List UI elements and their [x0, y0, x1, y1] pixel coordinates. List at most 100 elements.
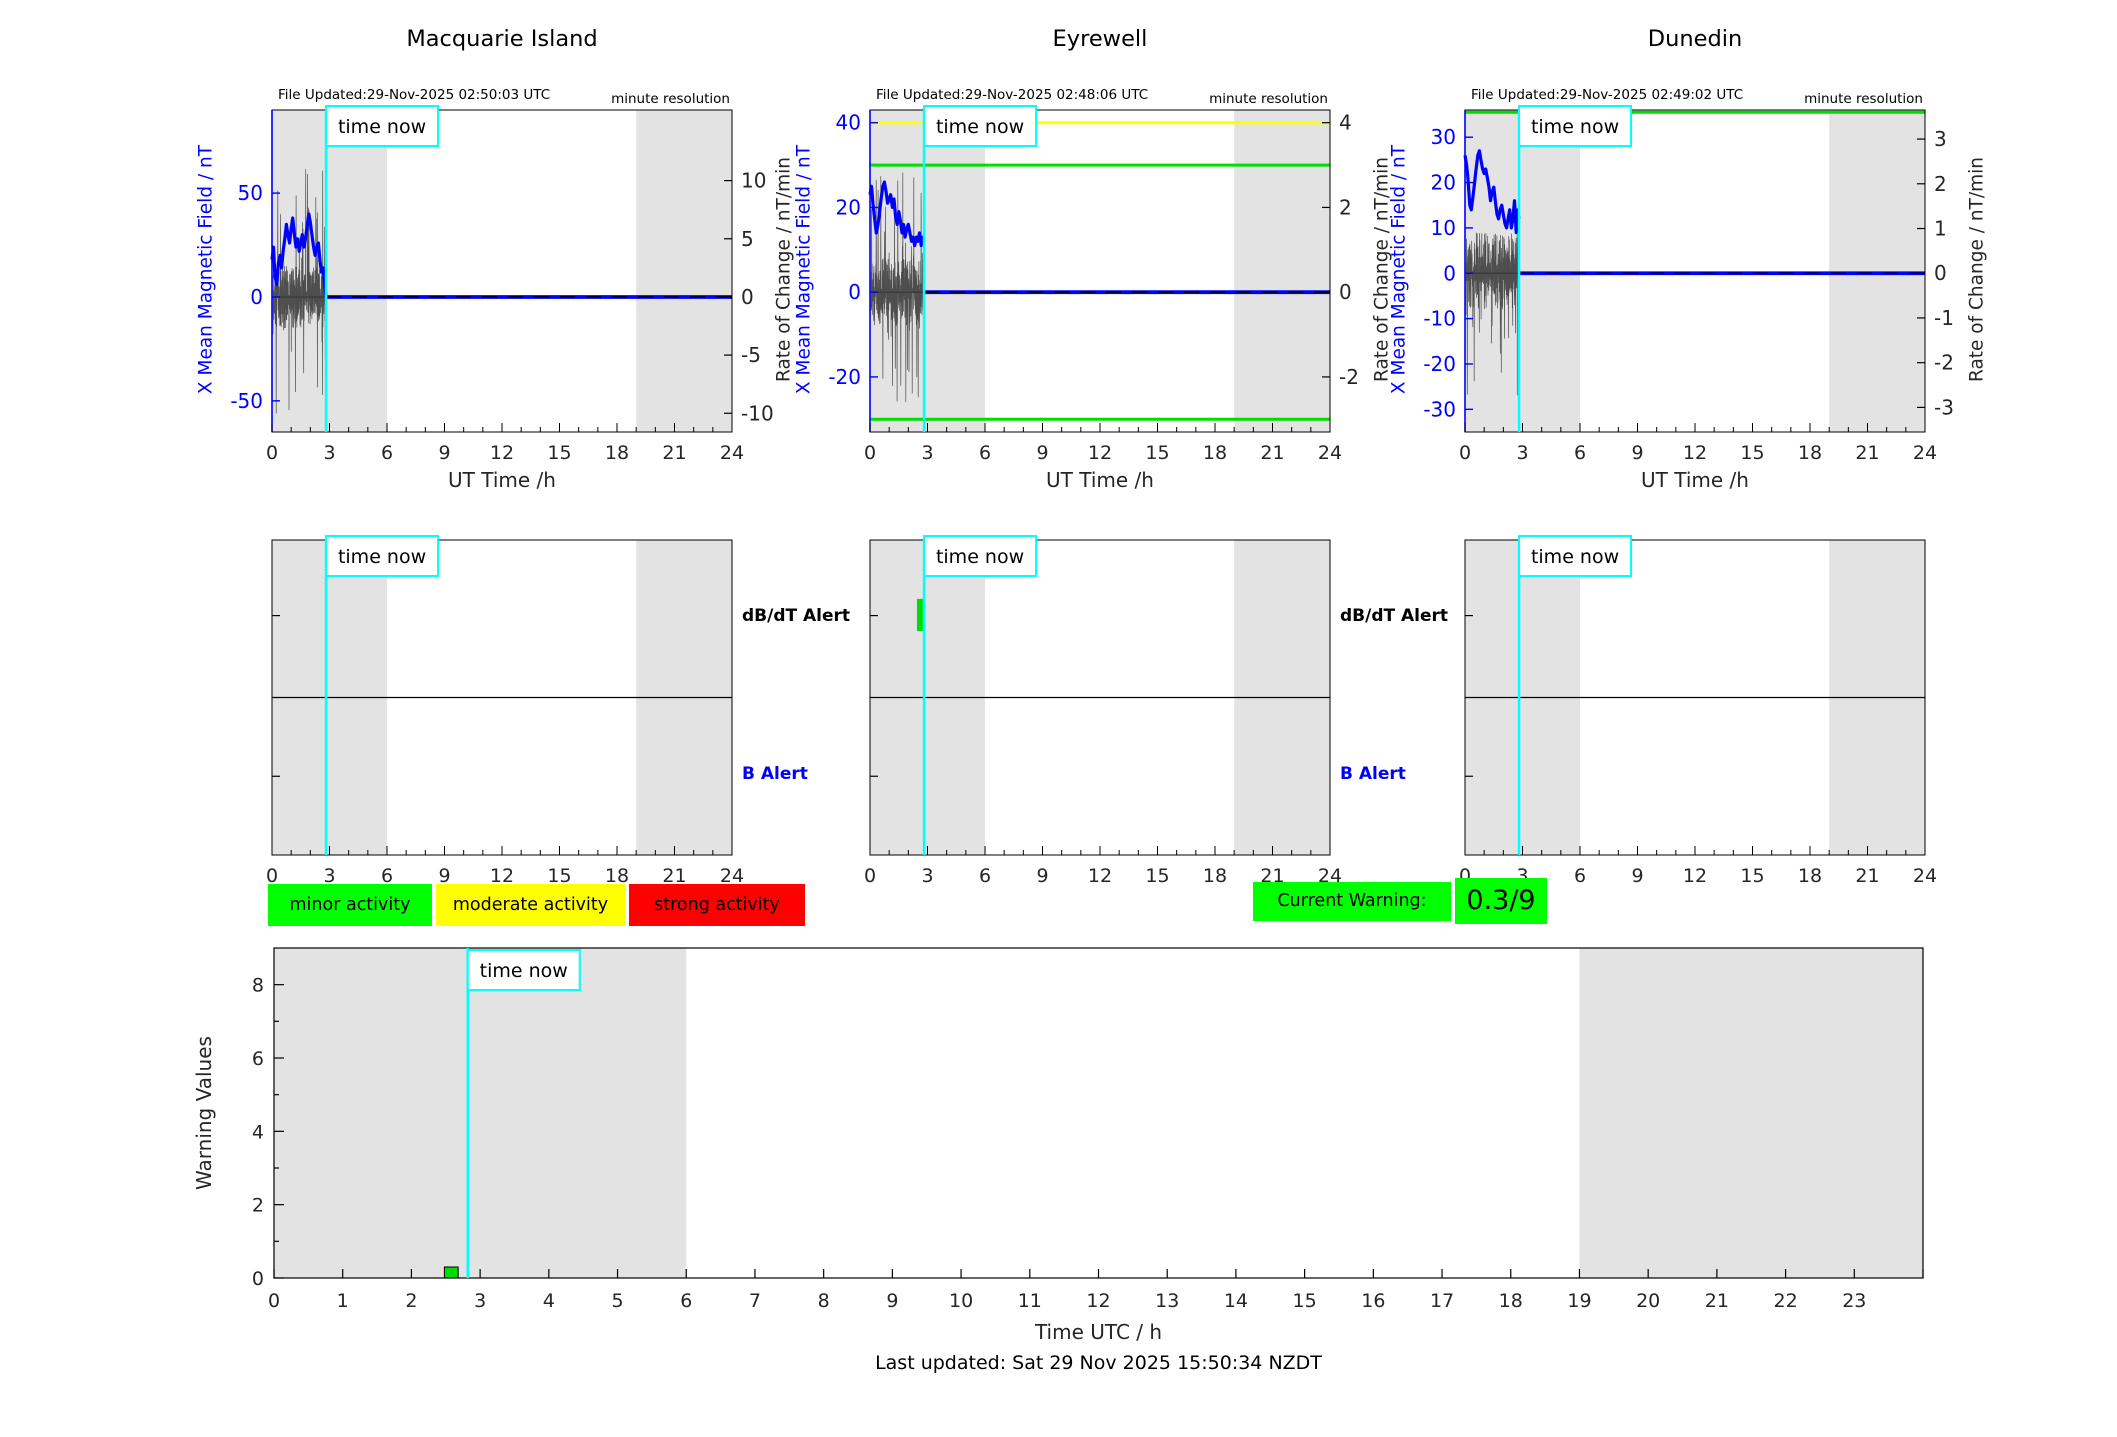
left-tick-label: 40 — [836, 111, 861, 135]
x-tick-label: 6 — [1574, 442, 1586, 464]
time-now-box — [466, 949, 581, 991]
dbdt-alert-label-1: dB/dT Alert — [742, 606, 851, 626]
warning-x-tick-label: 4 — [543, 1290, 555, 1312]
x-tick-label: 18 — [605, 865, 629, 887]
right-tick-label: -2 — [1339, 365, 1359, 389]
x-tick-label: 15 — [547, 442, 571, 464]
x-tick-label: 18 — [1798, 865, 1822, 887]
x-tick-label: 3 — [323, 442, 335, 464]
file-updated-eyrewell: File Updated:29-Nov-2025 02:48:06 UTC — [876, 87, 1149, 103]
x-tick-label: 6 — [1574, 865, 1586, 887]
right-tick-label: 0 — [741, 285, 754, 309]
x-tick-label: 9 — [1036, 442, 1048, 464]
warning-x-tick-label: 6 — [680, 1290, 692, 1312]
right-tick-label: 0 — [1339, 280, 1352, 304]
right-tick-label: -10 — [741, 401, 774, 425]
file-updated-dunedin: File Updated:29-Nov-2025 02:49:02 UTC — [1471, 87, 1744, 103]
x-tick-label: 6 — [979, 865, 991, 887]
x-tick-label: 21 — [1260, 442, 1284, 464]
x-tick-label: 9 — [1631, 442, 1643, 464]
warning-x-tick-label: 2 — [405, 1290, 417, 1312]
warning-bar — [443, 1266, 459, 1279]
warning-x-tick-label: 18 — [1499, 1290, 1523, 1312]
x-tick-label: 24 — [720, 865, 744, 887]
time-now-label: time now — [1531, 546, 1619, 568]
warning-x-tick-label: 17 — [1430, 1290, 1454, 1312]
time-now-label: time now — [936, 546, 1024, 568]
x-tick-label: 12 — [490, 442, 514, 464]
last-updated-text: Last updated: Sat 29 Nov 2025 15:50:34 N… — [875, 1352, 1322, 1374]
x-tick-label: 18 — [1798, 442, 1822, 464]
warning-y-tick-label: 8 — [252, 975, 264, 997]
warning-x-tick-label: 16 — [1361, 1290, 1385, 1312]
x-tick-label: 15 — [1740, 442, 1764, 464]
right-tick-label: 0 — [1934, 261, 1947, 285]
x-tick-label: 12 — [1088, 865, 1112, 887]
shaded-band — [272, 110, 387, 432]
x-tick-label: 3 — [323, 865, 335, 887]
x-tick-label: 18 — [1203, 865, 1227, 887]
right-tick-label: 4 — [1339, 111, 1352, 135]
right-axis-label-dunedin: Rate of Change / nT/min — [1966, 157, 1988, 382]
right-tick-label: 5 — [741, 227, 754, 251]
shaded-band — [1234, 110, 1330, 432]
x-tick-label: 0 — [1459, 442, 1471, 464]
rate-of-change-noise — [870, 172, 925, 403]
resolution-note-eyrewell: minute resolution — [1209, 91, 1328, 107]
time-now-label: time now — [338, 546, 426, 568]
warning-x-tick-label: 12 — [1086, 1290, 1110, 1312]
x-tick-label: 3 — [921, 442, 933, 464]
x-tick-label: 6 — [979, 442, 991, 464]
time-now-box — [1518, 105, 1633, 147]
left-tick-label: 50 — [238, 181, 263, 205]
warning-x-tick-label: 11 — [1018, 1290, 1042, 1312]
rate-of-change-noise — [272, 169, 327, 414]
left-tick-label: 20 — [836, 195, 861, 219]
x-tick-label: 9 — [1631, 865, 1643, 887]
dbdt-alert-label-2: dB/dT Alert — [1340, 606, 1449, 626]
warning-x-tick-label: 15 — [1293, 1290, 1317, 1312]
x-tick-label: 21 — [1855, 865, 1879, 887]
left-tick-label: -10 — [1423, 307, 1456, 331]
x-tick-label: 3 — [921, 865, 933, 887]
x-tick-label: 3 — [1516, 442, 1528, 464]
warning-x-tick-label: 10 — [949, 1290, 973, 1312]
warning-values-axis-label: Warning Values — [192, 1036, 216, 1190]
left-tick-label: -20 — [1423, 352, 1456, 376]
legend-strong-activity: strong activity — [629, 884, 805, 926]
x-tick-label: 12 — [1683, 865, 1707, 887]
time-now-box — [1518, 535, 1633, 577]
x-tick-label: 0 — [266, 865, 278, 887]
warning-x-tick-label: 22 — [1773, 1290, 1797, 1312]
x-tick-label: 15 — [547, 865, 571, 887]
file-updated-macquarie: File Updated:29-Nov-2025 02:50:03 UTC — [278, 87, 551, 103]
right-tick-label: 10 — [741, 169, 766, 193]
x-tick-label: 6 — [381, 442, 393, 464]
dbdt-alert-event — [916, 598, 924, 632]
b-alert-label-2: B Alert — [1340, 764, 1406, 784]
x-tick-label: 12 — [1088, 442, 1112, 464]
x-tick-label: 18 — [605, 442, 629, 464]
warning-x-tick-label: 8 — [818, 1290, 830, 1312]
x-tick-label: 0 — [864, 865, 876, 887]
x-tick-label: 15 — [1740, 865, 1764, 887]
left-tick-label: 10 — [1431, 216, 1456, 240]
warning-y-tick-label: 0 — [252, 1268, 264, 1290]
shaded-band — [274, 948, 687, 1278]
warning-x-tick-label: 20 — [1636, 1290, 1660, 1312]
time-utc-axis-label: Time UTC / h — [1034, 1320, 1163, 1344]
warning-x-tick-label: 21 — [1705, 1290, 1729, 1312]
warning-x-tick-label: 14 — [1224, 1290, 1248, 1312]
mean-field-series — [868, 180, 926, 248]
right-tick-label: 2 — [1339, 195, 1352, 219]
resolution-note-macquarie: minute resolution — [611, 91, 730, 107]
time-now-box — [325, 105, 440, 147]
left-tick-label: 30 — [1431, 125, 1456, 149]
resolution-note-dunedin: minute resolution — [1804, 91, 1923, 107]
x-tick-label: 24 — [1913, 442, 1937, 464]
left-tick-label: -20 — [828, 365, 861, 389]
x-tick-label: 21 — [1855, 442, 1879, 464]
shaded-band — [1829, 110, 1925, 432]
time-now-box — [923, 535, 1038, 577]
shaded-band — [1579, 948, 1923, 1278]
